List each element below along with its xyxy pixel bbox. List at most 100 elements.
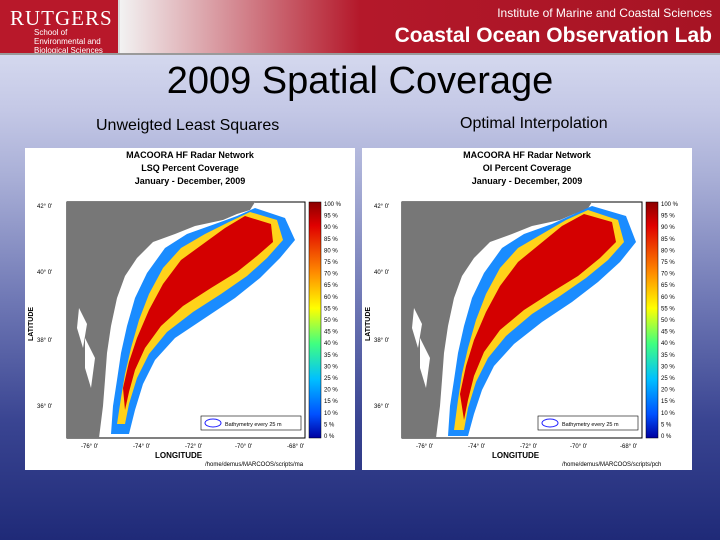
right-map-label: Optimal Interpolation — [460, 115, 608, 132]
colorbar-tick-label: 90 % — [324, 225, 338, 231]
colorbar-tick-label: 65 % — [324, 283, 338, 289]
header-banner: RUTGERS School of Environmental and Biol… — [0, 0, 720, 55]
oi-coverage-map: MACOORA HF Radar Network OI Percent Cove… — [362, 148, 692, 470]
colorbar-tick-label: 0 % — [661, 434, 672, 440]
colorbar-tick-label: 5 % — [661, 422, 672, 428]
colorbar-tick-label: 60 % — [324, 295, 338, 301]
lon-tick-76: -76° 0' — [416, 444, 433, 450]
colorbar-tick-label: 95 % — [661, 214, 675, 220]
colorbar-tick-label: 40 % — [324, 341, 338, 347]
colorbar-labels: 100 % 95 % 90 % 85 % 80 % 75 % 70 % 65 % 60 % 55 … — [661, 202, 679, 440]
colorbar-tick-label: 100 % — [661, 202, 679, 208]
colorbar-tick-label: 100 % — [324, 202, 342, 208]
map-title-line-3: January - December, 2009 — [135, 176, 246, 186]
lsq-map-figure: MACOORA HF Radar Network LSQ Percent Cov… — [28, 150, 342, 468]
header-right-band: Institute of Marine and Coastal Sciences… — [120, 0, 720, 53]
colorbar-tick-label: 10 % — [661, 411, 675, 417]
colorbar-tick-label: 45 % — [324, 330, 338, 336]
lat-tick-42: 42° 0' — [374, 204, 389, 210]
colorbar-tick-label: 25 % — [324, 376, 338, 382]
colorbar-tick-label: 25 % — [661, 376, 675, 382]
colorbar-tick-label: 0 % — [324, 434, 335, 440]
lat-tick-36: 36° 0' — [374, 404, 389, 410]
colorbar-tick-label: 60 % — [661, 295, 675, 301]
header-divider — [0, 53, 720, 55]
colorbar-tick-label: 65 % — [661, 283, 675, 289]
lab-name: Coastal Ocean Observation Lab — [394, 24, 712, 47]
institute-name: Institute of Marine and Coastal Sciences — [497, 6, 712, 20]
map-title-line-3: January - December, 2009 — [472, 176, 583, 186]
land-mass — [402, 202, 592, 438]
colorbar-tick-label: 75 % — [324, 260, 338, 266]
colorbar — [645, 201, 659, 439]
bathymetry-label: Bathymetry every 25 m — [225, 422, 282, 428]
colorbar-tick-label: 35 % — [661, 353, 675, 359]
colorbar-tick-label: 30 % — [324, 364, 338, 370]
lat-tick-38: 38° 0' — [37, 338, 52, 344]
y-axis-label: LATITUDE — [365, 307, 372, 341]
colorbar-tick-label: 50 % — [324, 318, 338, 324]
left-map-label: Unweigted Least Squares — [96, 117, 280, 134]
bathymetry-label: Bathymetry every 25 m — [562, 422, 619, 428]
colorbar-tick-label: 80 % — [324, 248, 338, 254]
lat-tick-42: 42° 0' — [37, 204, 52, 210]
colorbar-tick-label: 30 % — [661, 364, 675, 370]
colorbar — [308, 201, 322, 439]
y-axis-label: LATITUDE — [28, 307, 35, 341]
colorbar-tick-label: 40 % — [661, 341, 675, 347]
map-title-line-1: MACOORA HF Radar Network — [463, 150, 592, 160]
lon-tick-70: -70° 0' — [570, 444, 587, 450]
lat-tick-40: 40° 0' — [374, 270, 389, 276]
map-title-line-2: LSQ Percent Coverage — [141, 163, 239, 173]
land-mass — [67, 202, 255, 438]
colorbar-tick-label: 15 % — [324, 399, 338, 405]
oi-map-figure: MACOORA HF Radar Network OI Percent Cove… — [365, 150, 679, 468]
script-path: /home/demus/MARCOOS/scripts/pch — [562, 462, 661, 468]
colorbar-tick-label: 90 % — [661, 225, 675, 231]
lat-tick-36: 36° 0' — [37, 404, 52, 410]
colorbar-tick-label: 10 % — [324, 411, 338, 417]
bathymetry-legend — [200, 415, 302, 431]
colorbar-tick-label: 55 % — [324, 306, 338, 312]
colorbar-tick-label: 70 % — [324, 272, 338, 278]
colorbar-labels: 100 % 95 % 90 % 85 % 80 % 75 % 70 % 65 % 60 % 55 … — [324, 202, 342, 440]
bathymetry-legend — [537, 415, 639, 431]
lon-tick-68: -68° 0' — [287, 444, 304, 450]
lat-tick-38: 38° 0' — [374, 338, 389, 344]
chesapeake-bay — [77, 308, 95, 388]
colorbar-tick-label: 45 % — [661, 330, 675, 336]
colorbar-tick-label: 85 % — [324, 237, 338, 243]
map-title-line-1: MACOORA HF Radar Network — [126, 150, 255, 160]
colorbar-tick-label: 5 % — [324, 422, 335, 428]
logo-word: RUTGERS — [10, 6, 113, 30]
lon-tick-76: -76° 0' — [81, 444, 98, 450]
bathymetry-icon — [204, 418, 222, 428]
chesapeake-bay — [412, 308, 430, 388]
colorbar-tick-label: 20 % — [661, 388, 675, 394]
script-path: /home/demus/MARCOOS/scripts/ma — [205, 462, 304, 468]
x-axis-label: LONGITUDE — [155, 451, 203, 460]
logo-subtitle: School of Environmental and Biological S… — [34, 28, 103, 55]
coverage-core — [123, 216, 273, 410]
colorbar-tick-label: 20 % — [324, 388, 338, 394]
lon-tick-72: -72° 0' — [185, 444, 202, 450]
lat-tick-40: 40° 0' — [37, 270, 52, 276]
colorbar-tick-label: 80 % — [661, 248, 675, 254]
slide-title: 2009 Spatial Coverage — [166, 60, 554, 102]
colorbar-tick-label: 70 % — [661, 272, 675, 278]
colorbar-tick-label: 50 % — [661, 318, 675, 324]
map-title-line-2: OI Percent Coverage — [483, 163, 572, 173]
colorbar-tick-label: 15 % — [661, 399, 675, 405]
colorbar-tick-label: 35 % — [324, 353, 338, 359]
lon-tick-72: -72° 0' — [520, 444, 537, 450]
colorbar-tick-label: 95 % — [324, 214, 338, 220]
coverage-core — [460, 214, 616, 420]
colorbar-tick-label: 85 % — [661, 237, 675, 243]
lon-tick-74: -74° 0' — [133, 444, 150, 450]
lon-tick-70: -70° 0' — [235, 444, 252, 450]
lon-tick-74: -74° 0' — [468, 444, 485, 450]
bathymetry-icon — [541, 418, 559, 428]
lon-tick-68: -68° 0' — [620, 444, 637, 450]
colorbar-tick-label: 55 % — [661, 306, 675, 312]
rutgers-logo: RUTGERS School of Environmental and Biol… — [0, 0, 120, 55]
